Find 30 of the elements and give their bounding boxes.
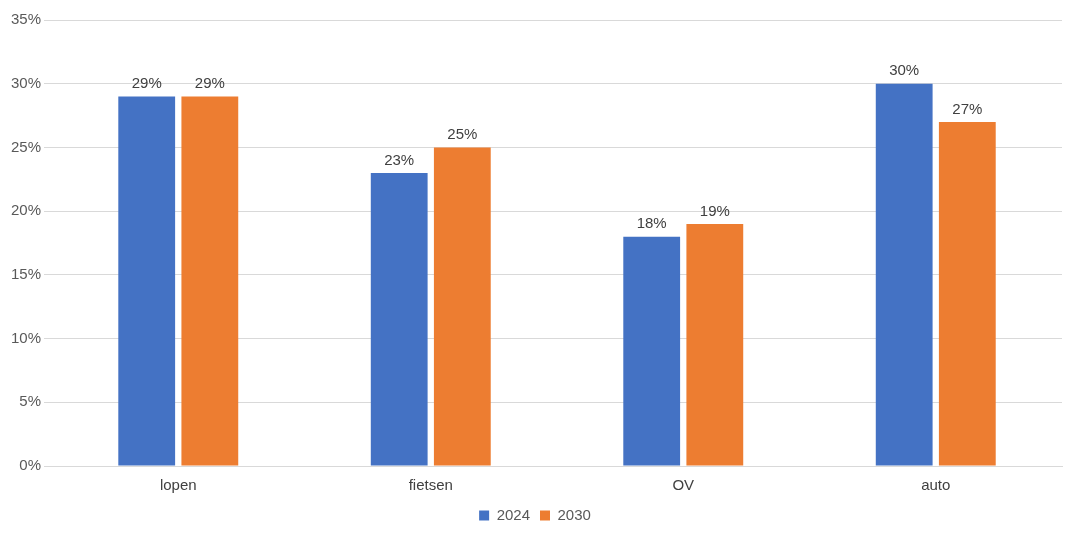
legend-label: 2024	[496, 505, 531, 523]
y-tick-label: 15%	[10, 265, 42, 282]
data-label: 23%	[384, 150, 415, 168]
x-tick-label: auto	[921, 476, 951, 494]
data-label: 25%	[447, 125, 478, 143]
bar	[370, 172, 428, 466]
bar	[181, 96, 239, 466]
y-tick-label: 5%	[19, 392, 42, 410]
bar	[686, 223, 744, 466]
data-label: 19%	[699, 201, 730, 219]
y-tick-label: 10%	[10, 328, 42, 346]
data-label: 27%	[952, 99, 983, 117]
x-tick-label: OV	[672, 476, 695, 494]
bar	[118, 96, 176, 466]
y-tick-label: 0%	[19, 456, 42, 474]
bar	[938, 121, 996, 466]
y-tick-label: 30%	[10, 73, 42, 91]
bar	[433, 147, 491, 466]
bar	[875, 83, 933, 466]
y-tick-label: 20%	[10, 201, 42, 219]
y-tick-label: 35%	[10, 10, 42, 28]
data-label: 29%	[194, 74, 225, 92]
data-label: 29%	[131, 74, 162, 92]
bar	[623, 236, 681, 466]
data-label: 30%	[889, 61, 920, 79]
x-tick-label: lopen	[159, 476, 197, 494]
data-label: 18%	[636, 214, 667, 232]
legend-label: 2030	[557, 505, 591, 523]
y-tick-label: 25%	[10, 137, 42, 155]
x-tick-label: fietsen	[408, 476, 453, 494]
